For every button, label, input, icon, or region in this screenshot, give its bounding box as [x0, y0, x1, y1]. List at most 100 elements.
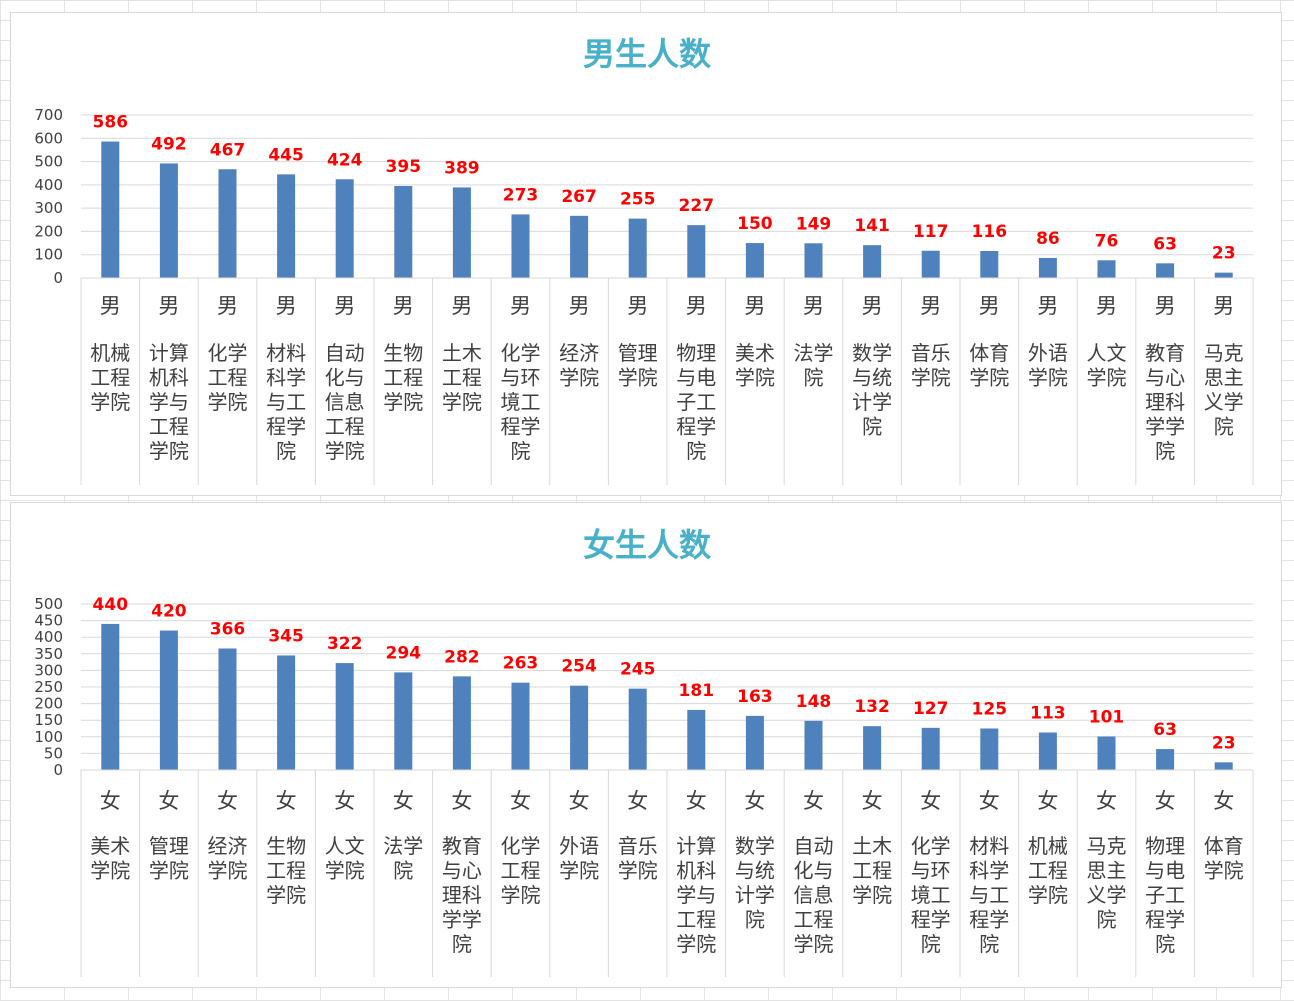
- college-label: 机械: [1028, 834, 1068, 858]
- data-label: 282: [444, 647, 480, 667]
- gender-label: 男: [862, 294, 883, 318]
- college-label: 工程: [149, 415, 189, 439]
- college-label: 生物: [266, 834, 306, 858]
- gender-label: 男: [510, 294, 531, 318]
- college-label: 管理: [618, 341, 658, 365]
- data-label: 267: [561, 187, 597, 207]
- bar: [277, 174, 296, 278]
- college-label: 义学: [1087, 883, 1127, 907]
- college-label: 院: [1155, 439, 1175, 463]
- data-label: 445: [268, 145, 304, 165]
- bar: [218, 169, 237, 278]
- college-label: 学与: [149, 390, 189, 414]
- y-tick-label: 0: [53, 269, 63, 287]
- college-label: 与统: [852, 366, 892, 390]
- bar: [335, 663, 354, 770]
- college-label: 思主: [1204, 366, 1244, 390]
- gender-label: 男: [276, 294, 297, 318]
- college-label: 院: [452, 932, 472, 956]
- bar: [1214, 762, 1233, 770]
- bar: [628, 688, 647, 770]
- gender-label: 男: [334, 294, 355, 318]
- college-label: 体育: [1204, 834, 1244, 858]
- college-label: 马克: [1204, 341, 1244, 365]
- data-label: 63: [1153, 234, 1177, 254]
- college-label: 院: [393, 859, 413, 883]
- college-label: 化与: [794, 859, 834, 883]
- data-label: 395: [386, 157, 422, 177]
- y-tick-label: 50: [44, 744, 63, 762]
- college-label: 计算: [149, 341, 189, 365]
- bar: [863, 726, 882, 770]
- college-label: 义学: [1204, 390, 1244, 414]
- college-label: 工程: [852, 859, 892, 883]
- college-label: 学院: [1087, 366, 1127, 390]
- y-tick-label: 350: [34, 645, 63, 663]
- data-label: 366: [210, 619, 246, 639]
- college-label: 学院: [618, 366, 658, 390]
- bar: [1214, 272, 1233, 278]
- college-label: 程学: [1145, 908, 1185, 932]
- bar: [745, 715, 764, 770]
- college-label: 美术: [90, 834, 130, 858]
- college-label: 土木: [442, 341, 482, 365]
- college-label: 院: [686, 439, 706, 463]
- college-label: 与统: [735, 859, 775, 883]
- data-label: 263: [503, 654, 539, 674]
- college-label: 经济: [559, 341, 599, 365]
- gender-label: 女: [393, 789, 414, 813]
- data-label: 440: [93, 595, 129, 615]
- data-label: 492: [151, 134, 187, 154]
- y-tick-label: 300: [34, 661, 63, 679]
- gender-label: 男: [803, 294, 824, 318]
- college-label: 学院: [618, 859, 658, 883]
- college-label: 与心: [1145, 366, 1185, 390]
- college-label: 工程: [794, 908, 834, 932]
- college-label: 工程: [676, 908, 716, 932]
- college-label: 学院: [266, 883, 306, 907]
- data-label: 322: [327, 634, 363, 654]
- college-label: 人文: [325, 834, 365, 858]
- college-label: 工程: [442, 366, 482, 390]
- bar: [1038, 732, 1057, 770]
- bar: [1097, 260, 1116, 278]
- y-tick-label: 100: [34, 728, 63, 746]
- college-label: 学院: [559, 859, 599, 883]
- gender-label: 男: [158, 294, 179, 318]
- data-label: 227: [679, 196, 715, 216]
- y-tick-label: 0: [53, 761, 63, 779]
- data-label: 23: [1212, 244, 1236, 264]
- college-label: 法学: [794, 341, 834, 365]
- bar: [159, 163, 178, 278]
- college-label: 学院: [90, 859, 130, 883]
- college-label: 化学: [911, 834, 951, 858]
- college-label: 学院: [325, 439, 365, 463]
- bar: [1038, 257, 1057, 278]
- gender-label: 男: [627, 294, 648, 318]
- college-label: 计算: [676, 834, 716, 858]
- college-label: 音乐: [911, 341, 951, 365]
- college-label: 机科: [149, 366, 189, 390]
- bar: [1156, 749, 1175, 770]
- college-label: 化与: [325, 366, 365, 390]
- data-label: 113: [1030, 703, 1066, 723]
- college-label: 数学: [852, 341, 892, 365]
- data-label: 163: [737, 687, 773, 707]
- college-label: 学院: [735, 366, 775, 390]
- college-label: 学院: [1028, 883, 1068, 907]
- college-label: 工程: [325, 415, 365, 439]
- female-count-chart: 女生人数 0 50 100 150 200 250 300 350 400 450 500 440 女美术…: [10, 502, 1282, 988]
- bar: [511, 214, 530, 278]
- college-label: 外语: [559, 834, 599, 858]
- gender-label: 男: [569, 294, 590, 318]
- data-label: 86: [1036, 229, 1060, 249]
- bar: [1097, 736, 1116, 770]
- gender-label: 男: [1213, 294, 1234, 318]
- college-label: 学院: [501, 883, 541, 907]
- data-label: 245: [620, 660, 656, 680]
- bar: [452, 676, 471, 770]
- college-label: 人文: [1087, 341, 1127, 365]
- college-label: 学院: [442, 390, 482, 414]
